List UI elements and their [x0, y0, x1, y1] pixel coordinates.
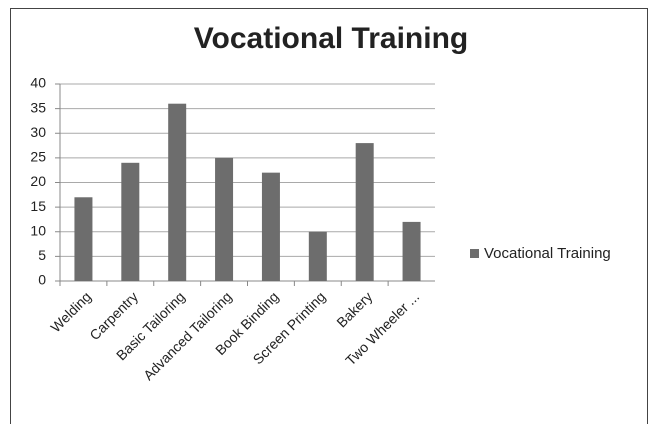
- y-tick-label: 15: [30, 198, 46, 214]
- y-tick-label: 5: [38, 247, 46, 263]
- y-tick-label: 35: [30, 99, 46, 115]
- legend-label: Vocational Training: [484, 245, 611, 262]
- y-tick-label: 40: [30, 75, 46, 91]
- y-tick-label: 0: [38, 272, 46, 288]
- chart-frame: [10, 8, 648, 424]
- bar: [74, 197, 93, 281]
- y-tick-label: 20: [30, 173, 46, 189]
- chart-title: Vocational Training: [194, 22, 468, 55]
- y-tick-label: 25: [30, 149, 46, 165]
- bar: [308, 231, 327, 281]
- bar: [121, 162, 140, 281]
- bar: [402, 221, 421, 281]
- y-tick-label: 10: [30, 222, 46, 238]
- bar: [215, 157, 234, 281]
- bar: [168, 103, 187, 281]
- y-tick-label: 30: [30, 124, 46, 140]
- bar: [261, 172, 280, 281]
- legend-swatch: [470, 249, 479, 258]
- bar: [355, 143, 374, 281]
